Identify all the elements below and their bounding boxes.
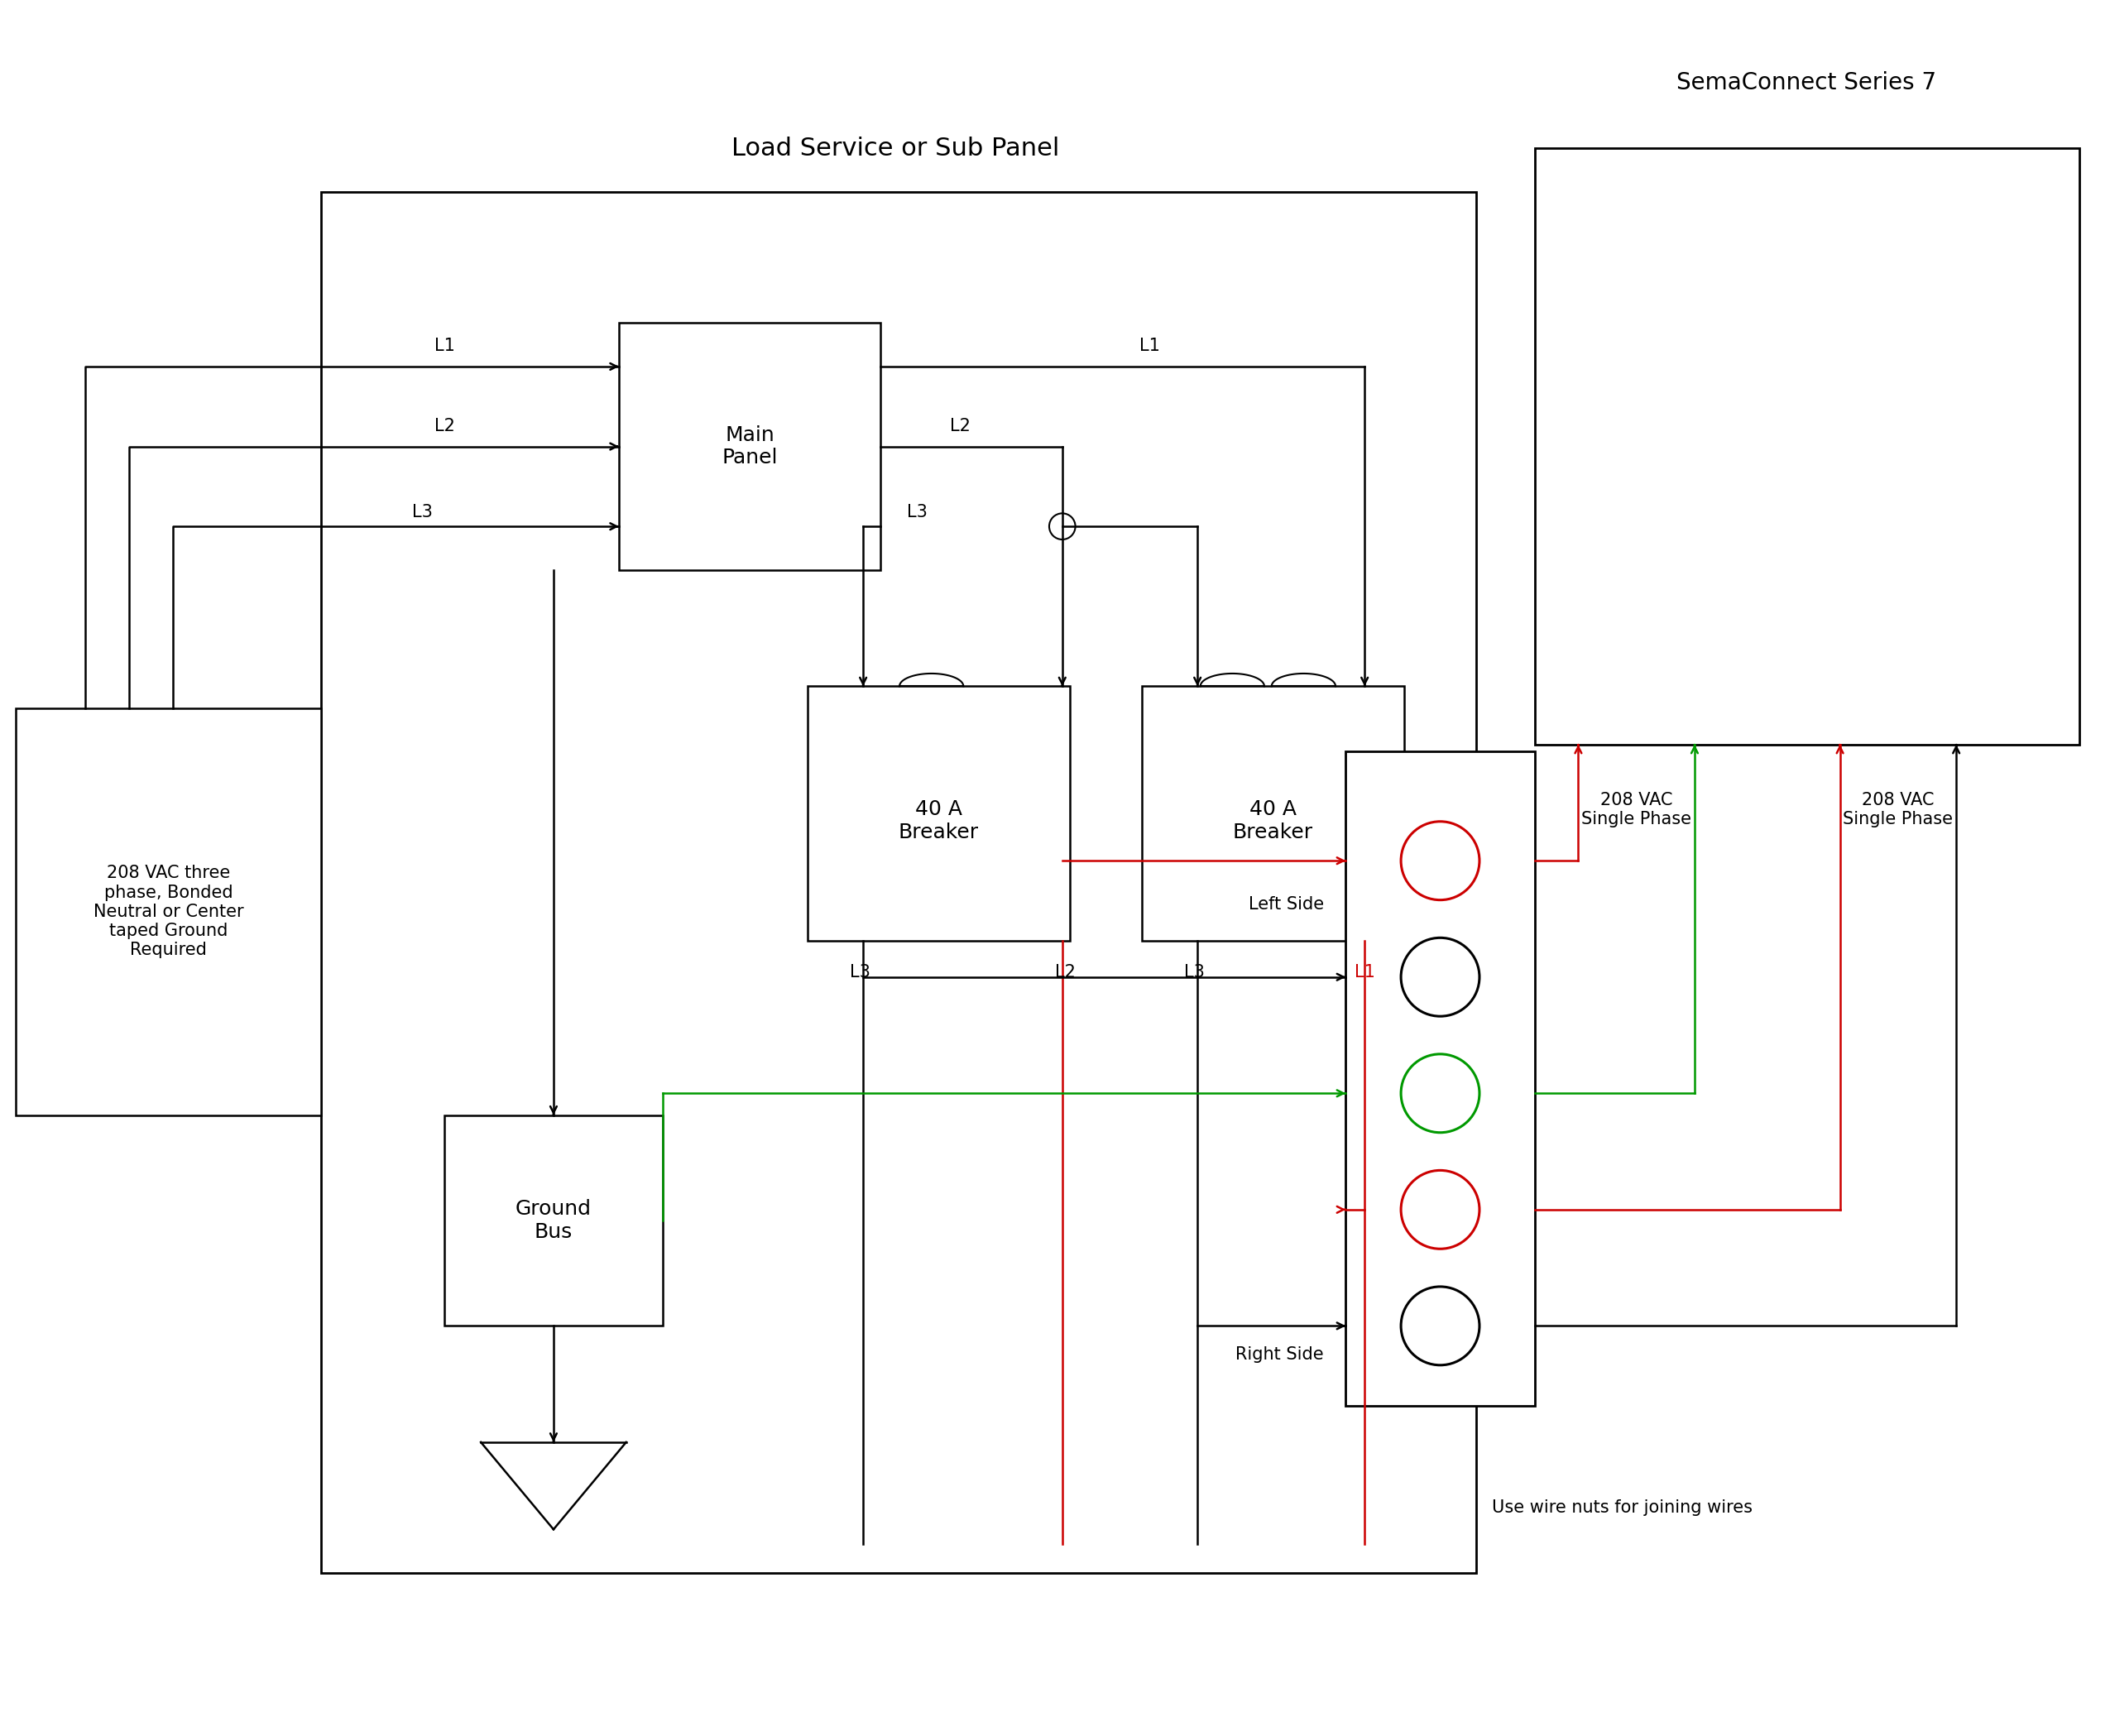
Text: Right Side: Right Side bbox=[1236, 1347, 1323, 1363]
Text: L1: L1 bbox=[435, 339, 456, 354]
Text: Main
Panel: Main Panel bbox=[722, 425, 779, 469]
Text: Use wire nuts for joining wires: Use wire nuts for joining wires bbox=[1492, 1500, 1751, 1516]
Bar bbox=[15, 708, 321, 1115]
Text: 208 VAC
Single Phase: 208 VAC Single Phase bbox=[1580, 792, 1692, 828]
Text: L3: L3 bbox=[1184, 965, 1205, 981]
Text: 208 VAC
Single Phase: 208 VAC Single Phase bbox=[1842, 792, 1954, 828]
Bar bbox=[321, 193, 1477, 1573]
Bar bbox=[1346, 752, 1534, 1406]
Text: 208 VAC three
phase, Bonded
Neutral or Center
taped Ground
Required: 208 VAC three phase, Bonded Neutral or C… bbox=[93, 865, 243, 958]
Text: L1: L1 bbox=[1139, 339, 1160, 354]
Text: L2: L2 bbox=[435, 418, 456, 434]
Bar bbox=[1142, 686, 1403, 941]
Text: L1: L1 bbox=[1355, 965, 1376, 981]
Text: 40 A
Breaker: 40 A Breaker bbox=[1232, 799, 1312, 842]
Text: L3: L3 bbox=[411, 503, 433, 521]
Bar bbox=[1534, 149, 2080, 745]
Text: L2: L2 bbox=[949, 418, 971, 434]
Text: L3: L3 bbox=[907, 503, 926, 521]
Text: 40 A
Breaker: 40 A Breaker bbox=[899, 799, 979, 842]
Text: SemaConnect Series 7: SemaConnect Series 7 bbox=[1677, 71, 1937, 95]
Bar bbox=[445, 1115, 663, 1326]
Text: Ground
Bus: Ground Bus bbox=[515, 1200, 591, 1241]
Bar bbox=[618, 323, 880, 569]
Text: Left Side: Left Side bbox=[1249, 896, 1323, 913]
Bar bbox=[808, 686, 1070, 941]
Text: L3: L3 bbox=[850, 965, 871, 981]
Text: L2: L2 bbox=[1055, 965, 1076, 981]
Text: Load Service or Sub Panel: Load Service or Sub Panel bbox=[730, 137, 1059, 160]
